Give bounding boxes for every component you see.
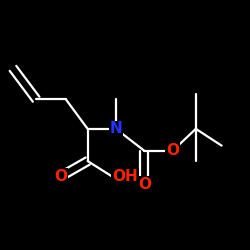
Text: O: O: [138, 177, 151, 192]
Text: N: N: [110, 121, 122, 136]
Text: OH: OH: [112, 169, 138, 184]
Text: O: O: [54, 169, 67, 184]
Text: O: O: [166, 143, 179, 158]
